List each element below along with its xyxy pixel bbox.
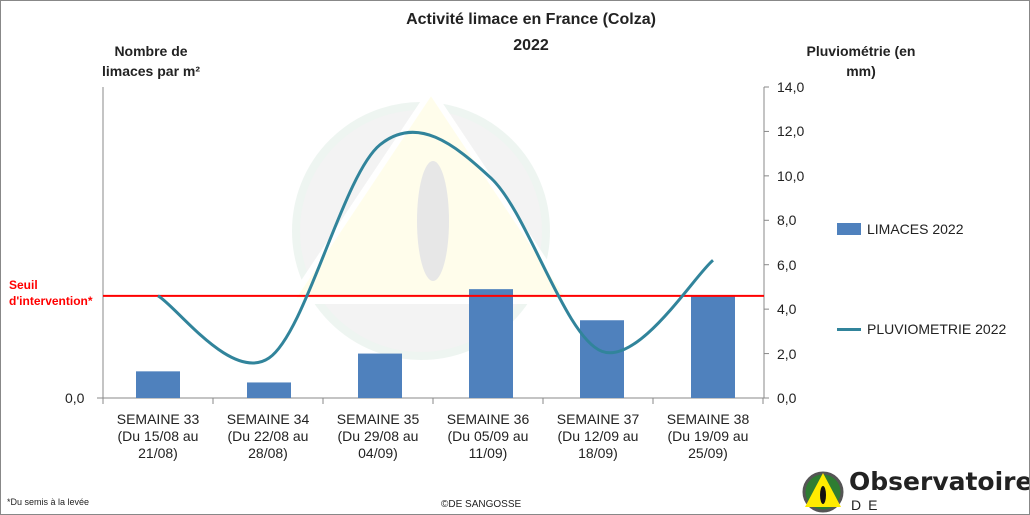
copyright: ©DE SANGOSSE	[441, 499, 522, 510]
legend-item-pluviometrie: PLUVIOMETRIE 2022	[837, 321, 1006, 337]
bar-limaces	[136, 371, 180, 398]
bar-limaces	[358, 353, 402, 398]
x-tick-label-line: 18/09)	[578, 445, 618, 461]
x-tick-label-line: (Du 19/09 au	[667, 428, 749, 444]
x-tick-label-line: 04/09)	[358, 445, 398, 461]
x-tick-label: SEMAINE 34 (Du 22/08 au 28/08)	[213, 411, 323, 462]
y-axis-right-label: Pluviométrie (en mm)	[806, 43, 916, 79]
x-tick-label-line: (Du 15/08 au	[117, 428, 199, 444]
logo-subtext: DE SANGOSSE	[851, 497, 979, 514]
watermark-logo	[285, 85, 577, 360]
logo-text: Observatoire	[849, 467, 1030, 496]
right-tick-label: 14,0	[777, 79, 805, 95]
y-axis-left-label: Nombre de limaces par m²	[101, 43, 201, 79]
right-tick-label: 6,0	[777, 256, 797, 273]
right-tick-label: 10,0	[777, 167, 805, 184]
left-tick: 0,0	[65, 390, 85, 406]
x-tick-label: SEMAINE 37 (Du 12/09 au 18/09)	[543, 411, 653, 462]
right-tick-label: 2,0	[777, 345, 797, 362]
threshold-label-2: d'intervention*	[9, 294, 93, 308]
threshold-label: Seuil d'intervention*	[9, 277, 93, 309]
x-tick-label-line: 25/09)	[688, 445, 728, 461]
x-tick-label-line: SEMAINE 33	[116, 411, 200, 427]
x-tick-label-line: SEMAINE 35	[336, 411, 420, 427]
x-tick-label-line: 21/08)	[138, 445, 178, 461]
legend-swatch-bar	[837, 223, 861, 235]
x-tick-label-line: (Du 05/09 au	[447, 428, 529, 444]
right-tick-label: 12,0	[777, 123, 805, 140]
right-tick-label: 0,0	[777, 390, 797, 406]
footnote: *Du semis à la levée	[7, 497, 90, 507]
logo-icon	[802, 471, 844, 513]
chart-subtitle: 2022	[513, 37, 549, 54]
x-tick-label-line: (Du 12/09 au	[557, 428, 639, 444]
legend-label: PLUVIOMETRIE 2022	[867, 321, 1007, 337]
right-tick-label: 8,0	[777, 212, 797, 229]
x-tick-label: SEMAINE 33 (Du 15/08 au 21/08)	[103, 411, 213, 462]
legend-swatch-line	[837, 327, 861, 331]
bar-limaces	[469, 289, 513, 398]
x-tick-label-line: 11/09)	[468, 445, 508, 461]
chart-title: Activité limace en France (Colza)	[406, 11, 656, 28]
x-tick-label-line: (Du 29/08 au	[337, 428, 419, 444]
x-tick-label: SEMAINE 35 (Du 29/08 au 04/09)	[323, 411, 433, 462]
observatoire-logo: Observatoire® DE SANGOSSE	[801, 467, 1029, 514]
bar-limaces	[691, 295, 735, 398]
x-tick-label-line: SEMAINE 36	[446, 411, 530, 427]
bar-limaces	[247, 382, 291, 398]
legend-item-limaces: LIMACES 2022	[837, 221, 964, 237]
legend-label: LIMACES 2022	[867, 221, 964, 237]
x-tick-label: SEMAINE 38 (Du 19/09 au 25/09)	[653, 411, 763, 462]
bar-limaces	[580, 320, 624, 398]
x-tick-label-line: SEMAINE 38	[666, 411, 750, 427]
x-tick-label-line: 28/08)	[248, 445, 288, 461]
right-tick-label: 4,0	[777, 301, 797, 318]
threshold-label-1: Seuil	[9, 278, 38, 292]
x-tick-label-line: (Du 22/08 au	[227, 428, 309, 444]
x-tick-label-line: SEMAINE 37	[556, 411, 640, 427]
x-tick-label-line: SEMAINE 34	[226, 411, 310, 427]
series-line-pluviometrie	[157, 130, 714, 365]
x-tick-label: SEMAINE 36 (Du 05/09 au 11/09)	[433, 411, 543, 462]
